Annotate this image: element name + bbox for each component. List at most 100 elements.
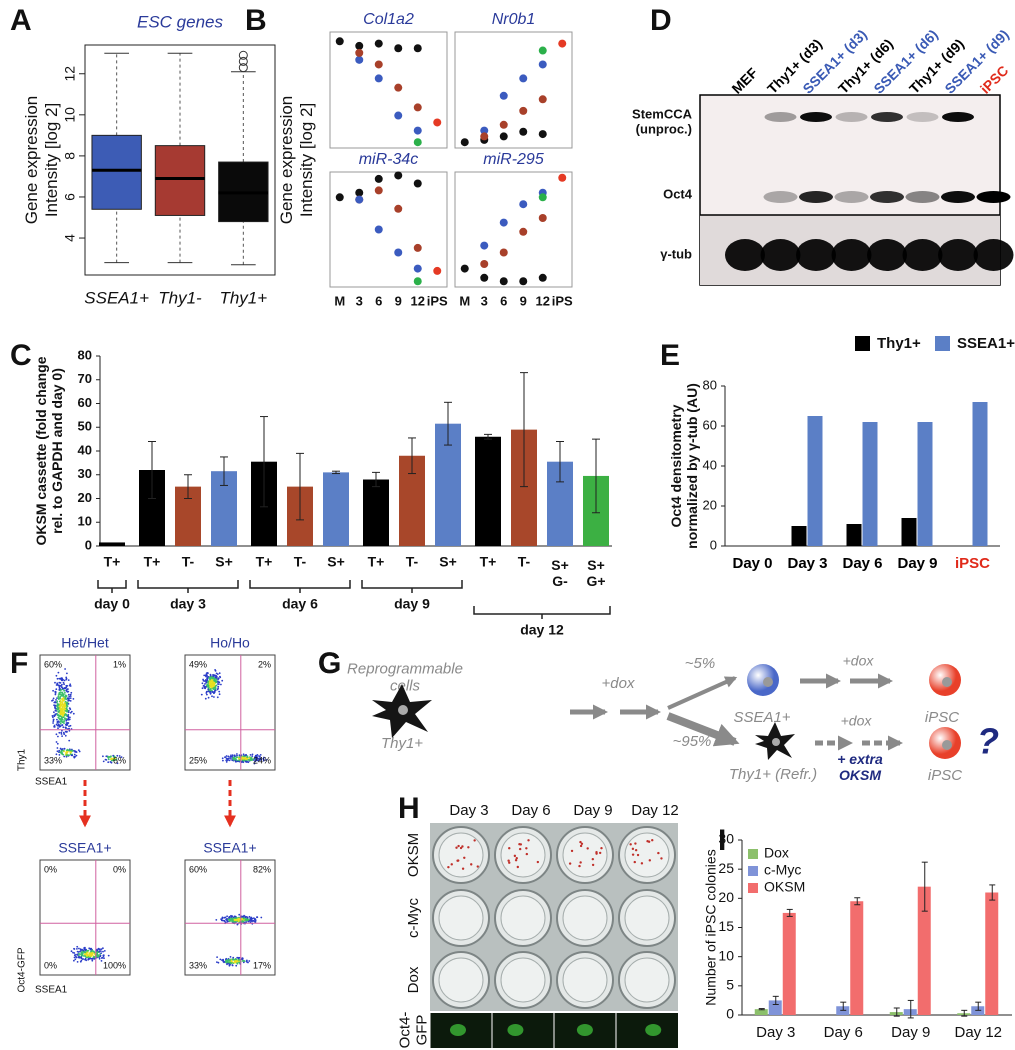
point [413, 126, 422, 135]
panel-label: E [660, 339, 680, 372]
lane-label: MEF [728, 64, 761, 97]
colony [467, 846, 470, 849]
colony [507, 859, 510, 862]
y-tick-label: 80 [703, 377, 717, 392]
event-dot [64, 668, 66, 670]
event-dot [64, 691, 66, 694]
event-dot [234, 921, 236, 923]
event-dot [63, 702, 66, 704]
event-dot [244, 918, 247, 921]
event-dot [57, 708, 60, 710]
arrow [666, 712, 740, 747]
well-inner [438, 832, 484, 878]
event-dot [215, 672, 218, 675]
y-tick-label: 60 [78, 395, 92, 410]
event-dot [56, 750, 59, 753]
event-dot [64, 714, 66, 717]
well-inner [624, 895, 670, 941]
point [335, 37, 344, 46]
event-dot [69, 724, 72, 727]
event-dot [77, 749, 80, 751]
event-dot [241, 960, 244, 962]
event-dot [67, 699, 70, 702]
well-inner [438, 895, 484, 941]
band [763, 191, 798, 203]
event-dot [72, 712, 75, 715]
event-dot [225, 961, 228, 963]
event-dot [201, 687, 204, 690]
event-dot [237, 920, 240, 923]
group-label: day 9 [394, 596, 430, 612]
event-dot [79, 948, 82, 951]
colony [457, 844, 460, 848]
event-dot [67, 715, 69, 718]
legend-label: OKSM [764, 879, 805, 895]
event-dot [248, 920, 251, 922]
event-dot [235, 758, 237, 761]
x-tick-label: T+ [144, 554, 161, 570]
point [394, 111, 403, 120]
event-dot [59, 709, 62, 711]
event-dot [96, 952, 98, 955]
event-dot [60, 689, 63, 691]
event-dot [204, 686, 207, 688]
event-dot [78, 947, 80, 950]
event-dot [234, 755, 236, 758]
event-dot [62, 699, 65, 702]
well-inner [438, 957, 484, 1003]
x-tick-label: iPSC [955, 555, 990, 572]
row-label: Oct4-GFP [396, 1012, 430, 1049]
event-dot [256, 754, 259, 756]
event-dot [98, 957, 101, 960]
event-dot [64, 694, 67, 697]
event-dot [88, 955, 91, 957]
y-axis-label: Oct4 densitometrynormalized by γ-tub (AU… [668, 383, 700, 549]
event-dot [110, 761, 113, 764]
quadrant-label: 49% [189, 659, 207, 669]
event-dot [93, 950, 95, 953]
quadrant-label: 60% [44, 659, 62, 669]
x-tick-label: 12 [411, 293, 425, 308]
event-dot [241, 920, 244, 922]
event-dot [97, 948, 99, 950]
colony [525, 852, 529, 856]
band [871, 112, 903, 122]
event-dot [73, 947, 75, 950]
event-dot [110, 757, 113, 760]
event-dot [254, 756, 257, 759]
point [394, 204, 403, 213]
nucleus [942, 677, 952, 687]
colony [591, 863, 595, 867]
colony [515, 857, 518, 860]
event-dot [208, 683, 211, 685]
x-tick-label: T+ [368, 554, 385, 570]
quadrant-label: 82% [253, 864, 271, 874]
x-tick-label: SSEA1+ [84, 288, 149, 307]
event-dot [60, 748, 63, 751]
plot-frame [454, 171, 573, 288]
x-tick-label: iPS [427, 293, 448, 308]
event-dot [52, 697, 55, 700]
event-dot [70, 691, 73, 694]
x-tick-label: 6 [500, 293, 507, 308]
colony [455, 846, 458, 849]
event-dot [55, 699, 57, 701]
x-tick-label: Day 6 [842, 555, 882, 572]
event-dot [238, 754, 241, 757]
event-dot [233, 758, 235, 761]
event-dot [243, 759, 246, 762]
legend-label: Dox [764, 845, 789, 861]
event-dot [67, 703, 70, 705]
event-dot [66, 701, 69, 704]
event-dot [209, 692, 212, 695]
event-dot [63, 689, 65, 692]
event-dot [60, 731, 63, 734]
event-dot [232, 958, 235, 961]
event-dot [69, 711, 72, 714]
event-dot [245, 754, 248, 757]
event-dot [78, 750, 81, 753]
event-dot [206, 693, 208, 696]
bar [791, 526, 807, 546]
quadrant-label: 100% [103, 960, 126, 970]
event-dot [252, 759, 255, 761]
